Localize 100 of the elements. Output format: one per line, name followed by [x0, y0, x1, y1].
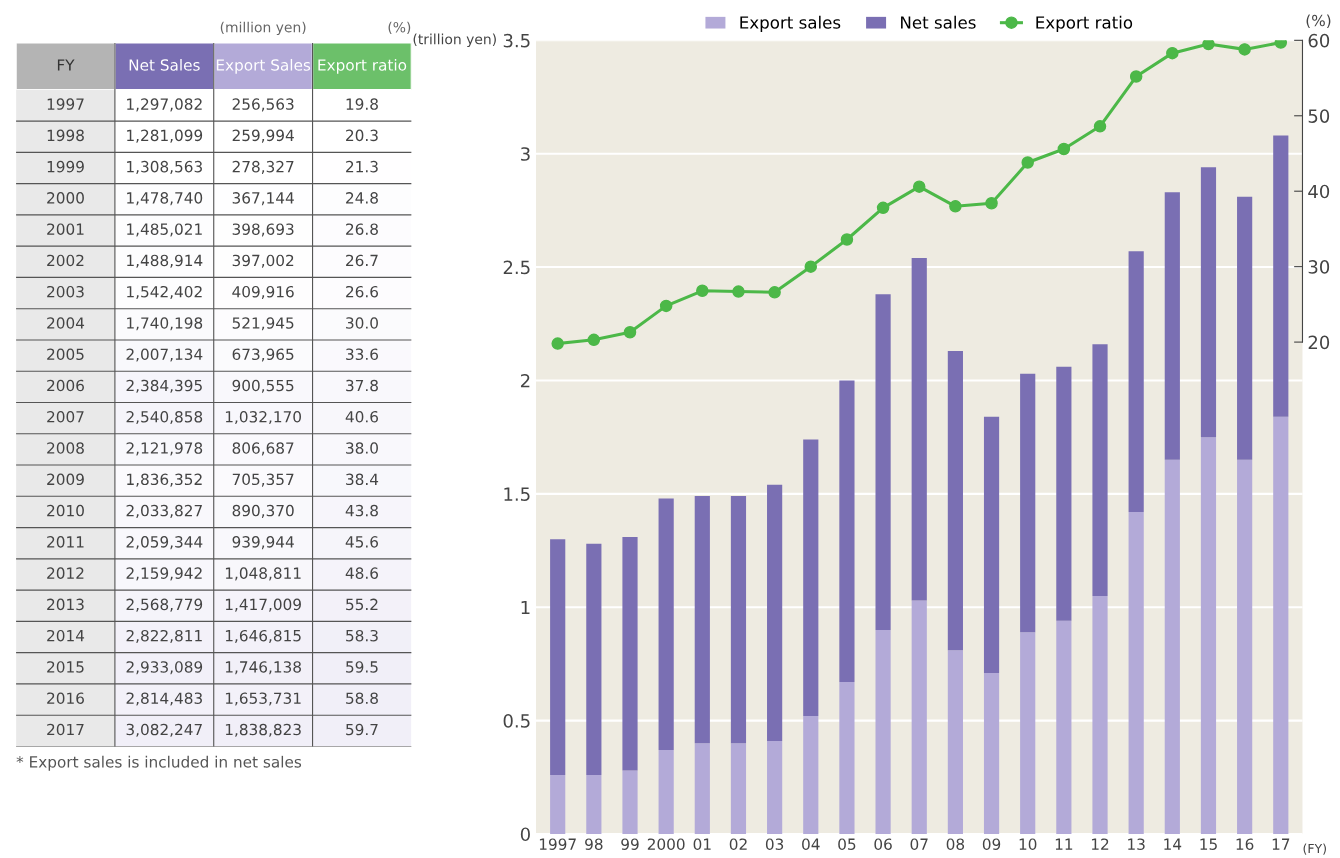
x-tick-label: 13 — [1128, 838, 1145, 850]
data-label: 37.8 — [346, 379, 378, 392]
legend-label: Export ratio — [1036, 15, 1133, 32]
bar — [1092, 595, 1108, 834]
data-label: 1,740,198 — [127, 317, 203, 331]
data-label: 1,653,731 — [225, 692, 301, 706]
data-label: 3,082,247 — [126, 723, 202, 737]
bar — [1020, 632, 1036, 834]
data-label: 2,540,858 — [126, 411, 203, 425]
bar — [658, 498, 674, 751]
bar — [658, 750, 674, 834]
x-tick-label: 06 — [874, 838, 892, 850]
bar — [947, 650, 963, 834]
data-label: 409,916 — [232, 285, 294, 300]
bar — [550, 775, 566, 834]
data-label: 705,357 — [232, 473, 294, 487]
data-label: 1,308,563 — [127, 160, 202, 174]
bar — [1273, 135, 1289, 417]
y-tick-label: 1.5 — [504, 487, 530, 501]
y-tick-label: 2009 — [47, 473, 84, 486]
x-tick-label: 11 — [1055, 838, 1073, 850]
x-tick-label: 07 — [910, 838, 928, 850]
point — [1129, 70, 1143, 83]
data-label: 1,488,914 — [127, 254, 203, 268]
bar — [911, 600, 927, 834]
x-tick-label: 15 — [1200, 838, 1217, 850]
x-tick-label: 10 — [1019, 838, 1037, 850]
x-tick-label: 04 — [802, 838, 820, 850]
x-tick-label: 14 — [1164, 838, 1182, 850]
y-tick-label: 1998 — [47, 129, 84, 142]
data-label: 1,746,138 — [225, 661, 301, 675]
point — [551, 337, 564, 350]
y-tick-label: 1999 — [47, 160, 84, 173]
y2-tick-label: 60 — [1308, 33, 1330, 48]
data-label: 26.6 — [346, 285, 379, 298]
data-label: 26.8 — [346, 223, 378, 235]
y-axis-title: (trillion yen) — [413, 33, 496, 48]
y-tick-label: 1 — [521, 600, 530, 615]
y-tick-label: 1997 — [47, 98, 84, 110]
bar — [586, 775, 602, 834]
data-label: 1,281,099 — [127, 129, 203, 143]
x-tick-label: 1997 — [539, 838, 576, 850]
data-label: 259,994 — [232, 129, 294, 143]
bar — [875, 629, 891, 834]
data-label: 20.3 — [346, 129, 378, 142]
data-label: 2,814,483 — [126, 692, 202, 706]
y-tick-label: 2011 — [47, 536, 84, 548]
data-label: 890,370 — [232, 504, 294, 518]
data-label: 2,007,134 — [126, 348, 203, 362]
data-label: 30.0 — [346, 317, 378, 329]
x-tick-label: 03 — [765, 838, 784, 850]
data-label: 2,059,344 — [126, 536, 203, 550]
data-label: 40.6 — [345, 411, 379, 423]
data-label: 1,048,811 — [225, 567, 301, 581]
data-label: 43.8 — [345, 504, 378, 517]
y-tick-label: 0.5 — [503, 714, 530, 728]
y-tick-label: 2008 — [47, 442, 84, 454]
text: (million yen) — [220, 21, 306, 36]
legend-label: Net sales — [901, 15, 976, 29]
bar — [1164, 192, 1180, 460]
data-label: 59.7 — [346, 723, 378, 736]
y-tick-label: 2002 — [47, 254, 84, 267]
y-tick-label: 2004 — [47, 317, 85, 329]
x-tick-label: 02 — [729, 838, 747, 850]
data-label: 1,646,815 — [225, 629, 301, 644]
bar — [767, 484, 783, 742]
data-label: 397,002 — [232, 254, 294, 268]
point — [804, 260, 818, 273]
data-label: 55.2 — [346, 598, 378, 611]
point — [912, 180, 926, 193]
data-label: 1,297,082 — [127, 98, 202, 112]
bar — [550, 539, 566, 776]
bar — [803, 716, 819, 834]
bar — [1128, 511, 1144, 834]
point — [1021, 156, 1034, 169]
bar — [1020, 373, 1036, 633]
data-label: 806,687 — [232, 442, 294, 456]
data-label: 19.8 — [346, 98, 378, 110]
data-label: 33.6 — [346, 348, 379, 361]
data-label: 2,121,978 — [126, 442, 203, 456]
y2-axis-title: (%) — [1306, 14, 1331, 29]
y-tick-label: 2016 — [47, 692, 84, 704]
x-tick-label: 09 — [982, 838, 1001, 850]
y-tick-label: 2.5 — [503, 260, 530, 275]
point — [1093, 120, 1107, 133]
point — [732, 285, 745, 298]
x-tick-label: Export ratio — [318, 58, 407, 74]
bar — [1092, 344, 1108, 596]
bar — [839, 380, 855, 683]
point — [623, 326, 637, 339]
data-label: 278,327 — [232, 160, 294, 174]
y-tick-label: 2012 — [47, 567, 84, 579]
x-tick-label: Net Sales — [129, 58, 200, 71]
bar — [875, 294, 891, 630]
data-label: 367,144 — [232, 192, 294, 206]
bar — [1056, 366, 1072, 621]
x-axis-title: (FY) — [1303, 843, 1326, 855]
point — [985, 197, 998, 210]
data-label: 58.3 — [346, 629, 378, 642]
y-tick-label: 0 — [520, 827, 530, 842]
